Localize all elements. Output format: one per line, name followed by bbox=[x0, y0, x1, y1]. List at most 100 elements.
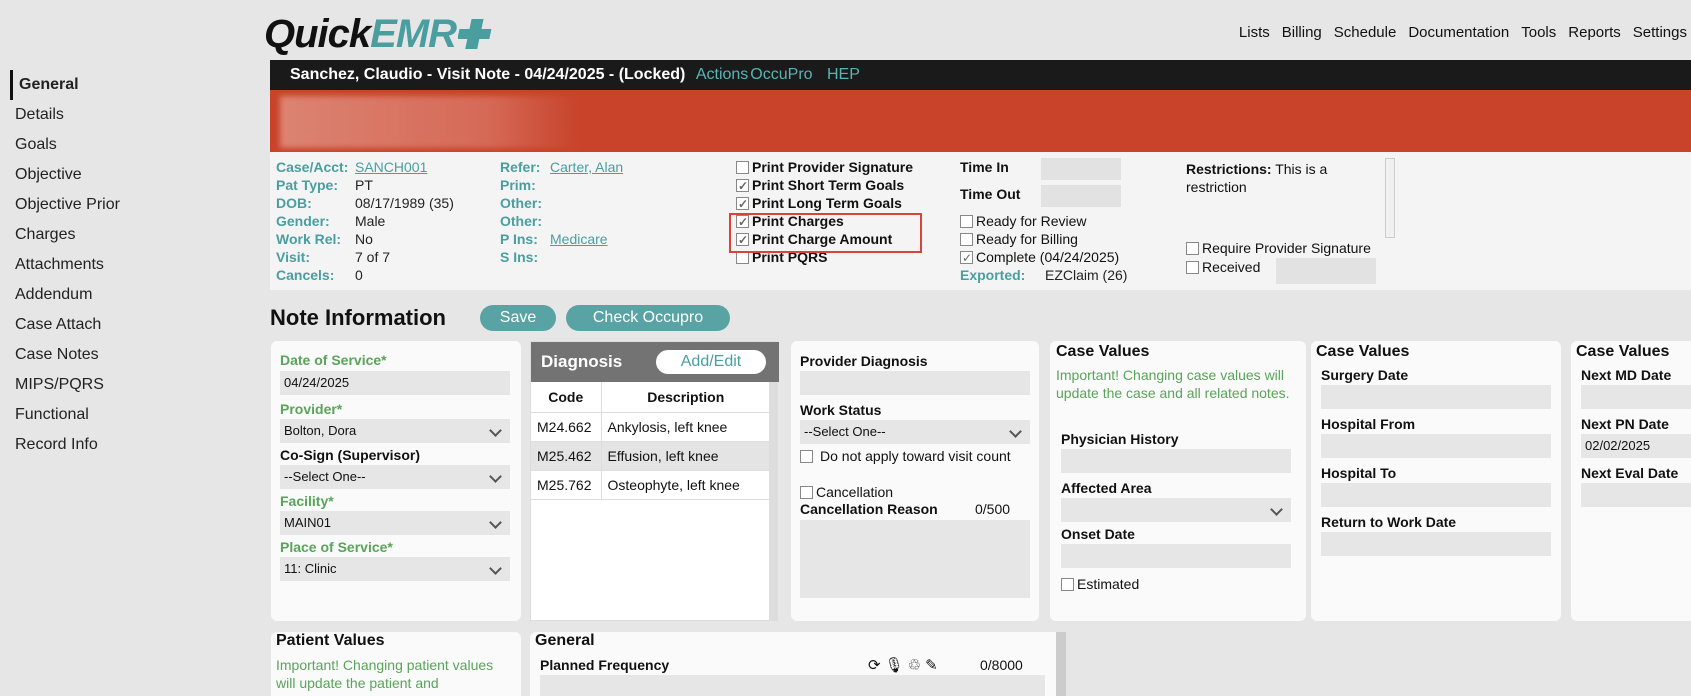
ready-for-billing[interactable]: Ready for Billing bbox=[960, 230, 1078, 248]
restrictions-scrollbar[interactable] bbox=[1385, 158, 1395, 238]
print-provider-signature[interactable]: Print Provider Signature bbox=[736, 158, 913, 176]
nav-billing[interactable]: Billing bbox=[1281, 24, 1322, 41]
ready-for-review-label: Ready for Review bbox=[976, 213, 1087, 229]
time-out-input[interactable] bbox=[1041, 185, 1121, 207]
ready-for-billing-checkbox[interactable] bbox=[960, 233, 973, 246]
print-charge-amount-checkbox[interactable] bbox=[736, 231, 749, 249]
case-values-title: Case Values bbox=[1056, 343, 1150, 360]
recycle-icon[interactable]: ♲ bbox=[907, 657, 922, 674]
table-row[interactable]: M25.762 Osteophyte, left knee bbox=[531, 470, 771, 500]
hep-link[interactable]: HEP bbox=[827, 66, 860, 83]
print-charge-amount[interactable]: Print Charge Amount bbox=[736, 230, 892, 249]
surgery-date-input[interactable] bbox=[1321, 385, 1551, 409]
cosign-label: Co-Sign (Supervisor) bbox=[280, 447, 421, 463]
occupro-link[interactable]: OccuPro bbox=[750, 66, 813, 83]
sidebar-item-goals[interactable]: Goals bbox=[15, 136, 57, 153]
hospital-to-label: Hospital To bbox=[1321, 465, 1397, 481]
print-pqrs[interactable]: Print PQRS bbox=[736, 248, 827, 266]
case-acct-link[interactable]: SANCH001 bbox=[355, 159, 428, 175]
table-row[interactable]: M25.462 Effusion, left knee bbox=[531, 441, 771, 471]
require-provider-signature-checkbox[interactable] bbox=[1186, 242, 1199, 255]
refer-link[interactable]: Carter, Alan bbox=[550, 159, 624, 175]
require-provider-signature[interactable]: Require Provider Signature bbox=[1186, 239, 1371, 257]
pos-select[interactable]: 11: Clinic bbox=[280, 557, 510, 581]
return-to-work-input[interactable] bbox=[1321, 532, 1551, 556]
actions-link[interactable]: Actions bbox=[695, 66, 749, 83]
print-option-label: Print Provider Signature bbox=[752, 159, 914, 175]
print-charges-checkbox[interactable] bbox=[736, 213, 749, 231]
no-apply-option[interactable]: Do not apply toward visit count bbox=[800, 448, 1030, 465]
nav-schedule[interactable]: Schedule bbox=[1333, 24, 1397, 41]
complete[interactable]: Complete (04/24/2025) bbox=[960, 248, 1119, 267]
print-short-term-goals-checkbox[interactable] bbox=[736, 177, 749, 195]
general-scrollbar[interactable] bbox=[1056, 632, 1066, 696]
refresh-icon[interactable]: ⟳ bbox=[868, 657, 881, 674]
ready-for-review[interactable]: Ready for Review bbox=[960, 212, 1087, 230]
sidebar-item-general[interactable]: General bbox=[10, 70, 250, 100]
hospital-to-input[interactable] bbox=[1321, 483, 1551, 507]
physician-history-label: Physician History bbox=[1061, 431, 1179, 447]
nav-tools[interactable]: Tools bbox=[1521, 24, 1557, 41]
sidebar-item-objective-prior[interactable]: Objective Prior bbox=[15, 196, 120, 213]
table-row[interactable]: M24.662 Ankylosis, left knee bbox=[531, 412, 771, 442]
physician-history-input[interactable] bbox=[1061, 449, 1291, 473]
work-status-select[interactable]: --Select One-- bbox=[800, 420, 1030, 444]
sidebar-item-record-info[interactable]: Record Info bbox=[15, 436, 98, 453]
diag-desc: Effusion, left knee bbox=[601, 441, 771, 471]
received-input[interactable] bbox=[1276, 258, 1376, 284]
sidebar-item-objective[interactable]: Objective bbox=[15, 166, 82, 183]
next-eval-date-label: Next Eval Date bbox=[1581, 465, 1679, 481]
sidebar-item-attachments[interactable]: Attachments bbox=[15, 256, 104, 273]
planned-frequency-textarea[interactable] bbox=[540, 675, 1045, 696]
sidebar-item-details[interactable]: Details bbox=[15, 106, 64, 123]
hospital-from-input[interactable] bbox=[1321, 434, 1551, 458]
print-provider-signature-checkbox[interactable] bbox=[736, 161, 749, 174]
case-values-title: Case Values bbox=[1316, 343, 1410, 360]
print-charges[interactable]: Print Charges bbox=[736, 212, 844, 231]
edit-icon[interactable]: ✎ bbox=[925, 657, 938, 674]
print-short-term-goals[interactable]: Print Short Term Goals bbox=[736, 176, 904, 195]
print-long-term-goals[interactable]: Print Long Term Goals bbox=[736, 194, 902, 213]
nav-documentation[interactable]: Documentation bbox=[1408, 24, 1510, 41]
dos-input[interactable]: 04/24/2025 bbox=[280, 371, 510, 395]
estimated-checkbox[interactable] bbox=[1061, 578, 1074, 591]
save-button[interactable]: Save bbox=[480, 305, 556, 331]
ready-for-review-checkbox[interactable] bbox=[960, 215, 973, 228]
received[interactable]: Received bbox=[1186, 258, 1260, 276]
time-in-input[interactable] bbox=[1041, 158, 1121, 180]
pins-link[interactable]: Medicare bbox=[550, 231, 608, 247]
sidebar-item-case-notes[interactable]: Case Notes bbox=[15, 346, 99, 363]
diag-code: M25.762 bbox=[531, 470, 602, 500]
nav-settings[interactable]: Settings bbox=[1632, 24, 1687, 41]
check-occupro-button[interactable]: Check Occupro bbox=[566, 305, 730, 331]
cosign-select[interactable]: --Select One-- bbox=[280, 465, 510, 489]
affected-area-select[interactable] bbox=[1061, 498, 1291, 522]
next-md-date-input[interactable] bbox=[1581, 385, 1691, 409]
no-apply-checkbox[interactable] bbox=[800, 450, 813, 463]
nav-reports[interactable]: Reports bbox=[1568, 24, 1621, 41]
sidebar-item-charges[interactable]: Charges bbox=[15, 226, 76, 243]
estimated-option[interactable]: Estimated bbox=[1061, 575, 1139, 593]
provider-label: Provider* bbox=[280, 401, 343, 417]
cancel-reason-textarea[interactable] bbox=[800, 520, 1030, 598]
cancellation-checkbox[interactable] bbox=[800, 486, 813, 499]
sidebar-item-functional[interactable]: Functional bbox=[15, 406, 89, 423]
received-checkbox[interactable] bbox=[1186, 261, 1199, 274]
cancellation-option[interactable]: Cancellation bbox=[800, 483, 893, 501]
next-eval-date-input[interactable] bbox=[1581, 483, 1691, 507]
microphone-icon[interactable]: 🎙 bbox=[884, 657, 904, 674]
nav-lists[interactable]: Lists bbox=[1238, 24, 1270, 41]
print-long-term-goals-checkbox[interactable] bbox=[736, 195, 749, 213]
sidebar-item-mips-pqrs[interactable]: MIPS/PQRS bbox=[15, 376, 104, 393]
add-edit-button[interactable]: Add/Edit bbox=[656, 350, 766, 374]
onset-date-input[interactable] bbox=[1061, 544, 1291, 568]
diagnosis-scrollbar[interactable] bbox=[769, 382, 777, 620]
provider-select[interactable]: Bolton, Dora bbox=[280, 419, 510, 443]
next-pn-date-input[interactable]: 02/02/2025 bbox=[1581, 434, 1691, 458]
require-signature-label: Require Provider Signature bbox=[1202, 240, 1371, 256]
provider-diagnosis-input[interactable] bbox=[800, 371, 1030, 395]
facility-select[interactable]: MAIN01 bbox=[280, 511, 510, 535]
sidebar-item-case-attach[interactable]: Case Attach bbox=[15, 316, 102, 333]
sidebar-item-addendum[interactable]: Addendum bbox=[15, 286, 93, 303]
complete-checkbox[interactable] bbox=[960, 249, 973, 267]
